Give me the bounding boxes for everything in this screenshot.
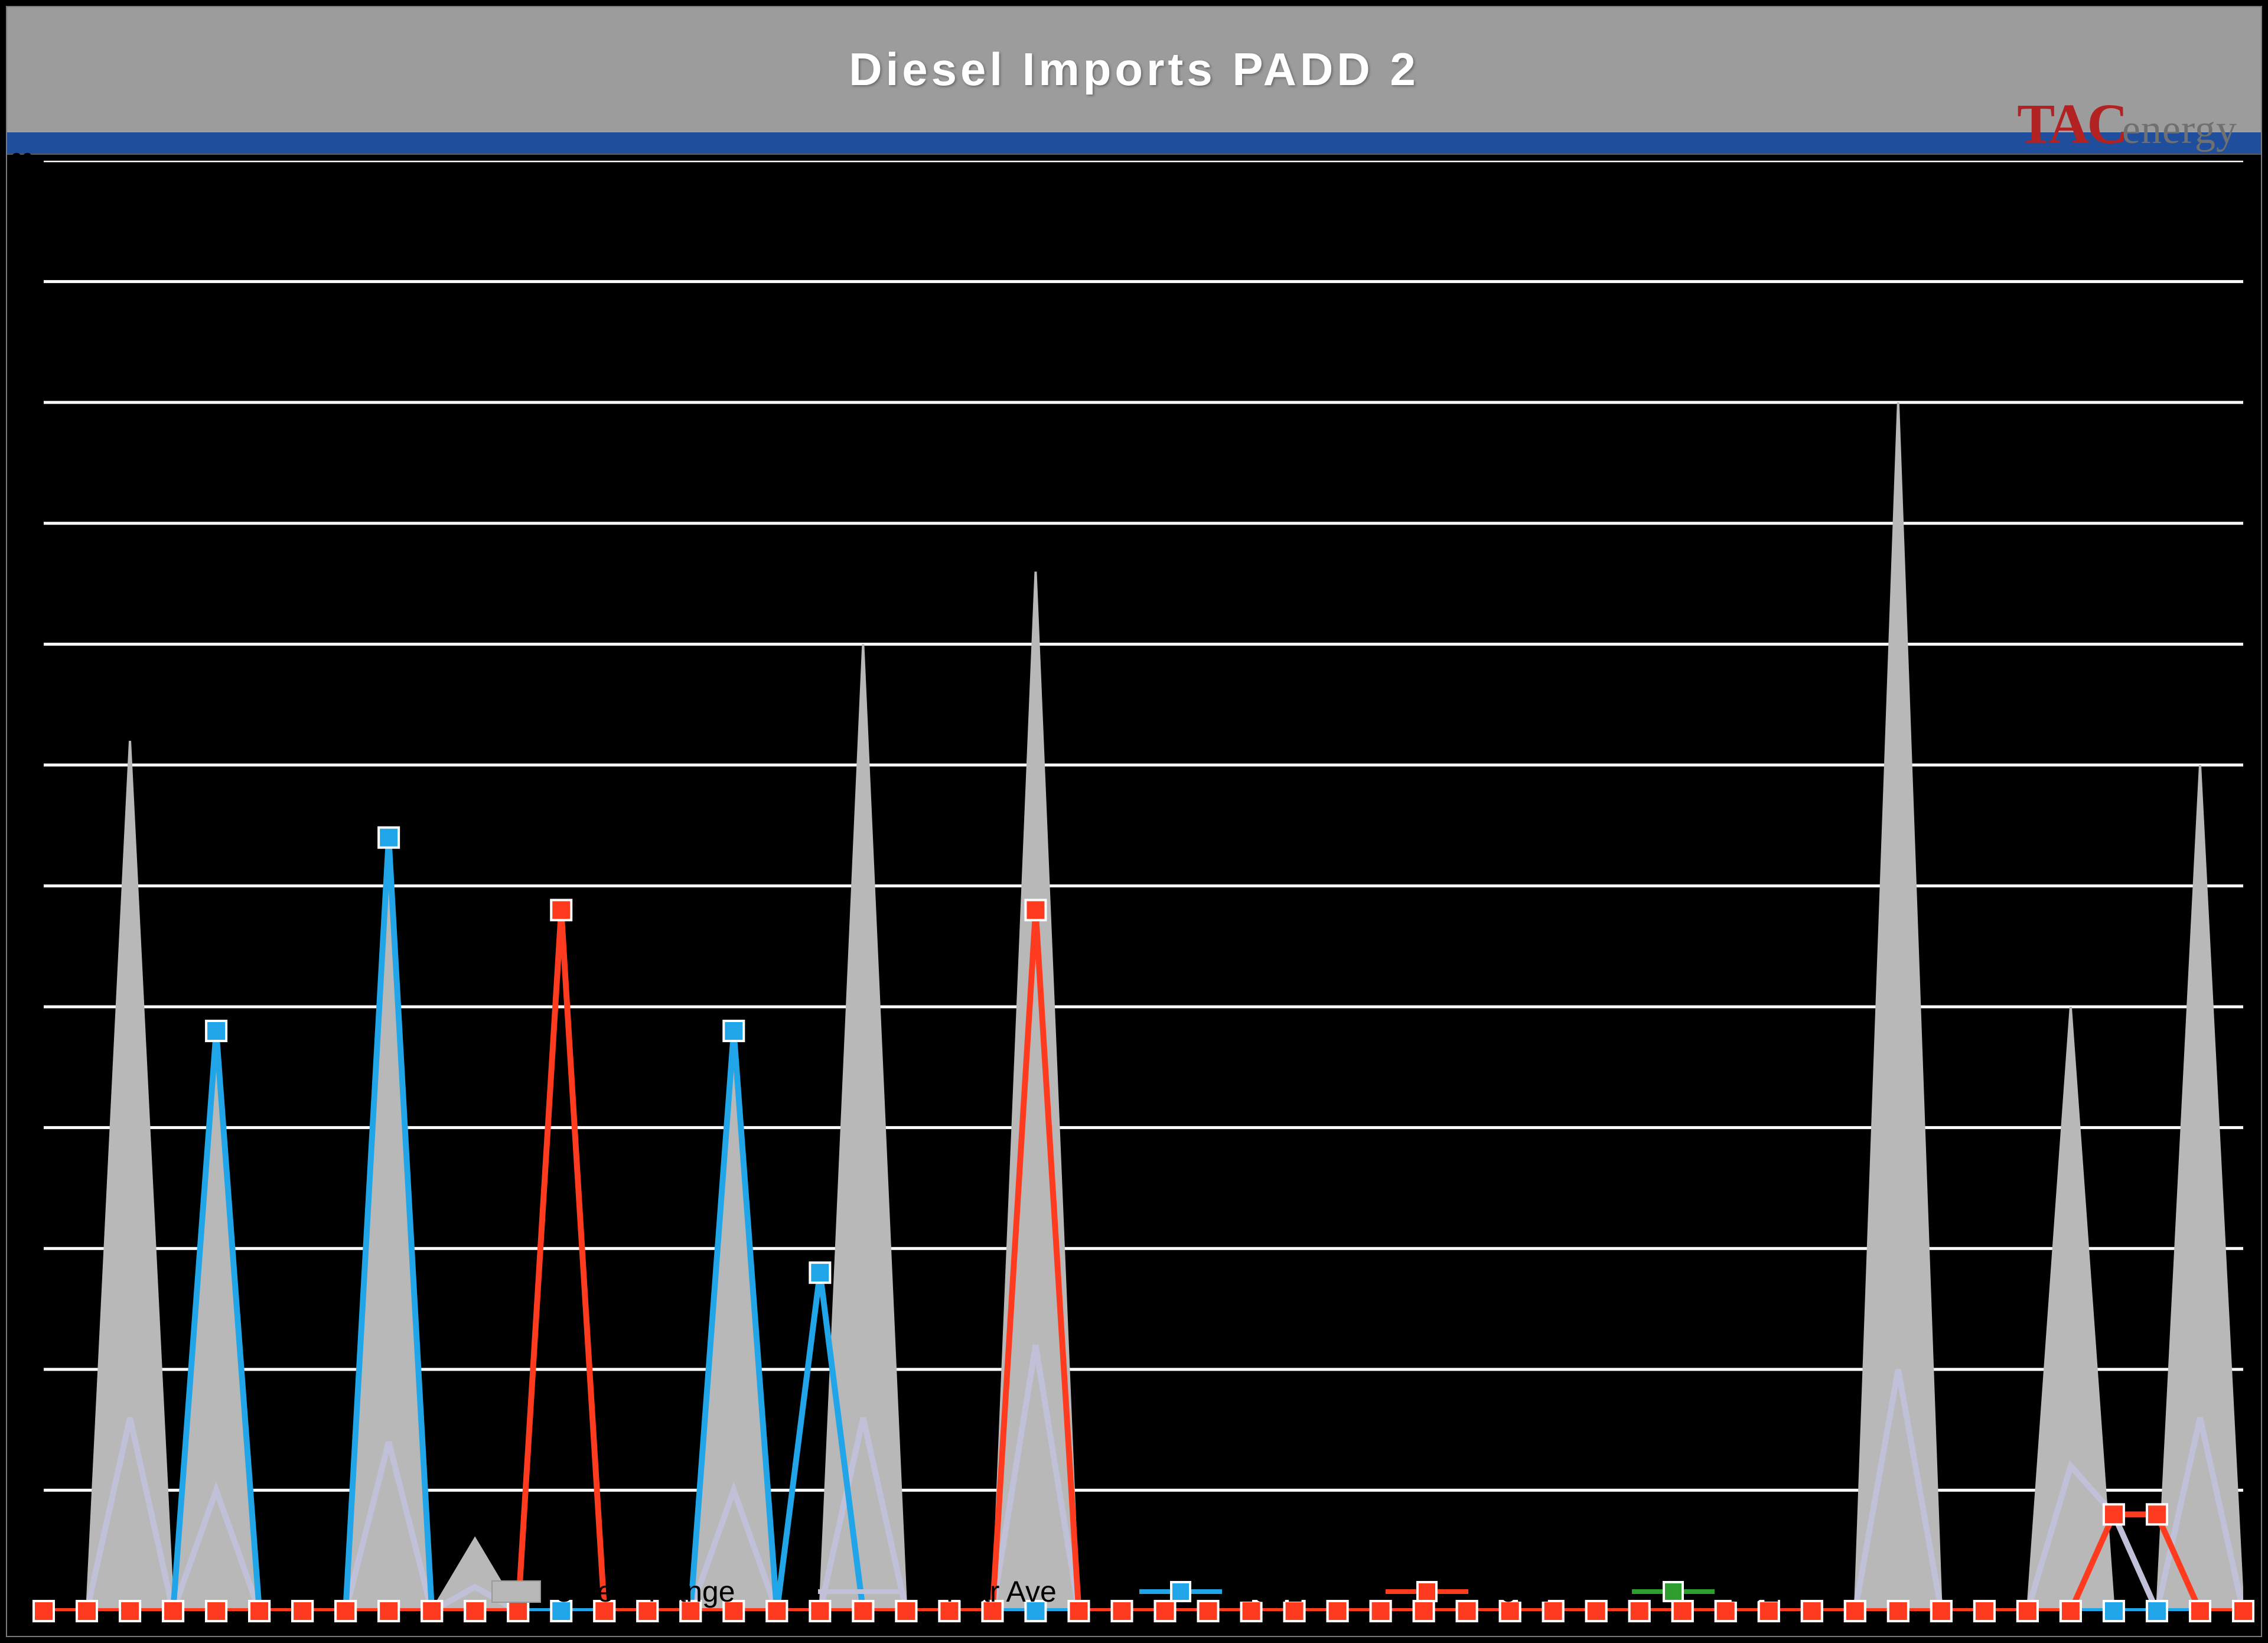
- plot-area: 60 5 Year Range5 Year Ave202120222023: [43, 161, 2243, 1612]
- legend-item-avg: 5 Year Ave: [818, 1574, 1057, 1609]
- legend-label-s2021: 2021: [1237, 1574, 1303, 1609]
- legend-item-s2021: 2021: [1139, 1574, 1303, 1609]
- legend: 5 Year Range 5 Year Ave 2021 2022 2023: [44, 1565, 2243, 1618]
- series-s2022-marker: [1025, 900, 1045, 920]
- brand-logo: TAC energy: [2017, 91, 2237, 156]
- legend-item-s2023: 2023: [1632, 1574, 1795, 1609]
- legend-label-avg: 5 Year Ave: [916, 1574, 1057, 1609]
- legend-label-range: 5 Year Range: [556, 1574, 735, 1609]
- series-s2022-marker: [2104, 1504, 2124, 1524]
- series-s2021-marker: [206, 1021, 226, 1041]
- legend-line-s2023: [1632, 1589, 1715, 1595]
- legend-marker-s2022: [1416, 1581, 1438, 1602]
- legend-item-s2022: 2022: [1386, 1574, 1549, 1609]
- series-s2021-marker: [810, 1263, 830, 1283]
- accent-bar: [7, 131, 2261, 155]
- chart-header: Diesel Imports PADD 2: [7, 7, 2261, 131]
- legend-label-s2023: 2023: [1730, 1574, 1795, 1609]
- chart-frame: Diesel Imports PADD 2 TAC energy 60 5 Ye…: [6, 6, 2262, 1637]
- legend-line-s2022: [1386, 1589, 1468, 1595]
- legend-label-s2022: 2022: [1484, 1574, 1549, 1609]
- series-s2021-marker: [379, 828, 399, 848]
- legend-marker-s2023: [1663, 1581, 1684, 1602]
- series-s2021-marker: [724, 1021, 744, 1041]
- chart-title: Diesel Imports PADD 2: [849, 43, 1419, 96]
- chart-markers-svg: [44, 161, 2243, 1611]
- ytick-label-60: 60: [11, 149, 33, 173]
- legend-marker-s2021: [1170, 1581, 1191, 1602]
- legend-line-avg: [818, 1589, 901, 1595]
- legend-line-s2021: [1139, 1589, 1222, 1595]
- series-s2022-marker: [2147, 1504, 2167, 1524]
- brand-logo-tac: TAC: [2017, 91, 2126, 157]
- brand-logo-energy: energy: [2122, 106, 2237, 154]
- legend-swatch-range: [491, 1580, 541, 1603]
- legend-item-range: 5 Year Range: [491, 1574, 735, 1609]
- series-s2022-marker: [551, 900, 571, 920]
